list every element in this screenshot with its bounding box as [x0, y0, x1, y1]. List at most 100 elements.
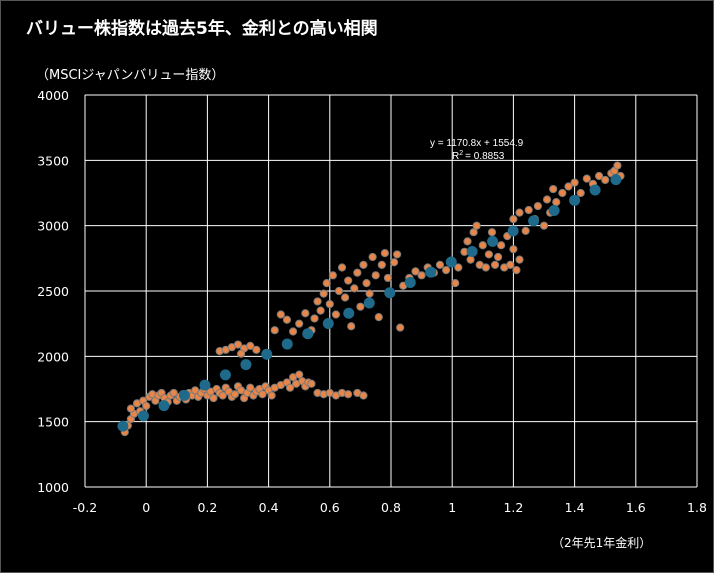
fitted-point [589, 184, 601, 196]
observed-point [344, 390, 353, 399]
observed-point [549, 184, 558, 194]
fitted-point [569, 194, 581, 206]
observed-point [337, 263, 347, 272]
fitted-point [117, 420, 129, 432]
observed-point [325, 299, 334, 309]
observed-point [393, 250, 402, 259]
observed-point [552, 198, 561, 207]
observed-point [313, 297, 322, 306]
observed-point [524, 205, 533, 215]
observed-point [506, 260, 515, 269]
observed-point [209, 394, 218, 403]
observed-point [347, 322, 356, 331]
x-tick-label: 0 [142, 500, 150, 515]
observed-point [285, 383, 295, 392]
observed-point [521, 226, 530, 235]
observed-point [350, 284, 359, 293]
observed-point [613, 161, 622, 170]
observed-point [533, 201, 542, 211]
fitted-point [343, 307, 355, 319]
observed-point [509, 215, 518, 224]
x-axis-label: （2年先1年金利） [552, 536, 652, 550]
fitted-point [219, 369, 231, 381]
observed-point [356, 302, 365, 311]
observed-point [359, 391, 368, 400]
observed-point [230, 390, 240, 399]
observed-point [282, 315, 292, 324]
observed-point [246, 341, 255, 350]
x-tick-label: 1.6 [626, 500, 646, 515]
observed-point [542, 195, 552, 204]
gridlines [84, 94, 698, 488]
observed-point [334, 286, 344, 296]
observed-point [368, 252, 377, 262]
y-axis-label: （MSCIジャパンバリュー指数） [36, 68, 225, 83]
observed-point [288, 327, 298, 336]
observed-point [484, 250, 494, 259]
observed-point [594, 171, 604, 181]
observed-point [142, 401, 151, 411]
observed-point [344, 276, 353, 285]
observed-point [371, 271, 380, 280]
observed-point [276, 310, 285, 319]
observed-point [169, 388, 178, 398]
fitted-point [445, 256, 457, 268]
x-tick-label: 1.2 [503, 500, 523, 515]
observed-point [319, 289, 328, 298]
fitted-point [384, 287, 396, 299]
observed-point [383, 273, 393, 283]
observed-point [396, 323, 405, 332]
observed-point [365, 289, 374, 298]
observed-point [454, 263, 463, 272]
x-tick-label: 0.6 [320, 500, 340, 515]
fitted-point [322, 318, 334, 330]
fitted-point [548, 205, 560, 217]
fitted-point [137, 410, 149, 422]
observed-point [487, 228, 497, 237]
y-tick-label: 3000 [37, 219, 69, 234]
y-tick-label: 2000 [37, 349, 69, 364]
y-tick-label: 3500 [37, 153, 69, 168]
fitted-point [281, 338, 293, 350]
observed-point [316, 306, 325, 315]
observed-point [576, 188, 585, 198]
observed-point [331, 310, 341, 319]
observed-point [301, 309, 310, 318]
observed-point [515, 255, 524, 264]
observed-point [558, 188, 567, 198]
observed-point [472, 221, 481, 230]
x-tick-label: 1.8 [687, 500, 707, 515]
x-tick-label: 0.4 [259, 500, 279, 515]
trendline-equation: y = 1170.8x + 1554.9 [430, 138, 524, 149]
observed-point [463, 237, 472, 246]
x-tick-label: 0.2 [197, 500, 217, 515]
fitted-point [158, 400, 170, 412]
observed-point [466, 255, 475, 264]
observed-point [353, 268, 362, 277]
observed-point [341, 293, 350, 302]
observed-point [389, 258, 399, 267]
fitted-point [240, 359, 252, 371]
observed-point [377, 260, 386, 269]
chart-title: バリュー株指数は過去5年、金利との高い相関 [26, 19, 378, 39]
observed-point [515, 208, 524, 217]
observed-point [601, 175, 610, 185]
observed-point [246, 383, 255, 392]
fitted-point [425, 266, 437, 278]
trendline-r2: R2 = 0.8853 [452, 150, 505, 162]
observed-point [307, 379, 316, 388]
observed-point [411, 267, 420, 276]
observed-point [582, 174, 591, 183]
tick-labels: -0.2 0 0.2 0.4 0.6 0.8 1 1.2 1.4 1.6 1.8 1000 1500 20… [37, 88, 707, 515]
observed-point [258, 390, 267, 399]
fitted-series [117, 174, 622, 432]
fitted-point [261, 348, 273, 360]
observed-point [218, 391, 227, 400]
y-tick-label: 4000 [37, 88, 69, 103]
fitted-point [199, 379, 211, 391]
observed-point [236, 349, 246, 358]
observed-point [310, 314, 319, 323]
observed-point [328, 271, 337, 280]
observed-point [270, 326, 279, 335]
